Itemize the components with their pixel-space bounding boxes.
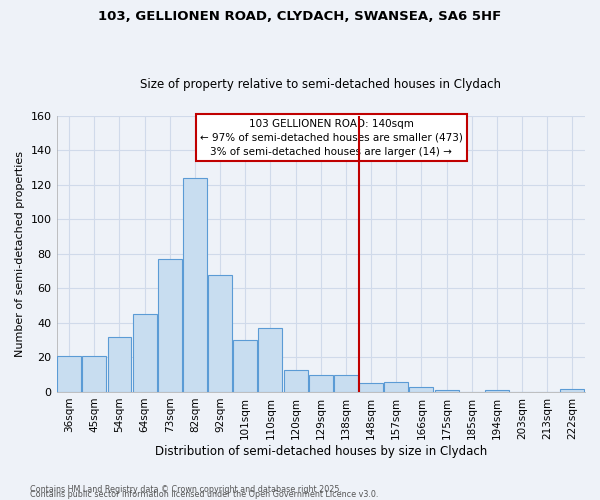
- Bar: [233, 340, 257, 392]
- Bar: [359, 384, 383, 392]
- Title: Size of property relative to semi-detached houses in Clydach: Size of property relative to semi-detach…: [140, 78, 501, 91]
- Bar: [82, 356, 106, 392]
- Bar: [133, 314, 157, 392]
- Bar: [208, 274, 232, 392]
- Text: 103, GELLIONEN ROAD, CLYDACH, SWANSEA, SA6 5HF: 103, GELLIONEN ROAD, CLYDACH, SWANSEA, S…: [98, 10, 502, 23]
- Bar: [57, 356, 81, 392]
- Bar: [485, 390, 509, 392]
- Bar: [334, 374, 358, 392]
- Bar: [560, 388, 584, 392]
- Bar: [409, 387, 433, 392]
- Text: 103 GELLIONEN ROAD: 140sqm
← 97% of semi-detached houses are smaller (473)
3% of: 103 GELLIONEN ROAD: 140sqm ← 97% of semi…: [200, 118, 463, 156]
- Y-axis label: Number of semi-detached properties: Number of semi-detached properties: [15, 151, 25, 357]
- Bar: [385, 382, 408, 392]
- Bar: [309, 374, 333, 392]
- Text: Contains public sector information licensed under the Open Government Licence v3: Contains public sector information licen…: [30, 490, 379, 499]
- Bar: [284, 370, 308, 392]
- Text: Contains HM Land Registry data © Crown copyright and database right 2025.: Contains HM Land Registry data © Crown c…: [30, 484, 342, 494]
- Bar: [434, 390, 458, 392]
- X-axis label: Distribution of semi-detached houses by size in Clydach: Distribution of semi-detached houses by …: [155, 444, 487, 458]
- Bar: [107, 336, 131, 392]
- Bar: [158, 259, 182, 392]
- Bar: [183, 178, 207, 392]
- Bar: [259, 328, 283, 392]
